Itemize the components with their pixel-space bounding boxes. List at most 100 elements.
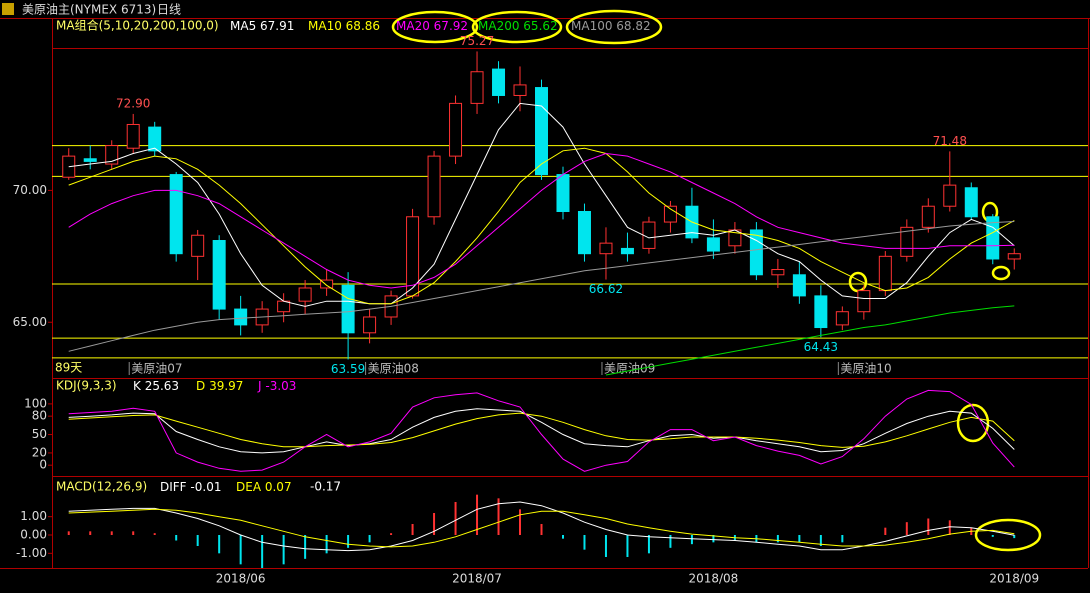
candle-body: [126, 123, 140, 149]
y-tick-label: 50: [32, 427, 47, 441]
x-tick-label: 2018/06: [216, 572, 266, 586]
legend-entry: K 25.63: [133, 379, 179, 393]
legend-name: D: [196, 379, 205, 393]
highlight-ring: [391, 10, 479, 44]
legend-entry: MA100 68.82: [571, 19, 651, 33]
y-tick-label: -1.00: [16, 546, 47, 560]
legend-value: 67.91: [260, 19, 294, 33]
candle-body: [986, 216, 1000, 260]
y-tick-label: 70.00: [13, 183, 47, 197]
ma-label: MA组合(5,10,20,200,100,0): [56, 18, 219, 33]
highlight-ring: [565, 9, 663, 45]
indicator-line: [68, 102, 1015, 307]
legend-name: K: [133, 379, 142, 393]
highlight-ring: [956, 403, 990, 443]
candle-body: [921, 205, 935, 228]
highlight-ring: [991, 265, 1011, 281]
y-tick-label: 0.00: [20, 528, 47, 542]
candle-body: [105, 145, 119, 165]
legend-name: MA200: [478, 19, 519, 33]
days-label: 89天: [55, 361, 82, 375]
contract-label: 美原油10: [840, 362, 891, 376]
candle-body: [857, 290, 871, 313]
legend-name: DIFF: [160, 480, 187, 494]
indicator-line: [68, 508, 1015, 548]
candle-body: [492, 68, 506, 96]
x-tick-label: 2018/07: [452, 572, 502, 586]
legend-entry: DEA 0.07: [236, 480, 292, 494]
legend-entry: MA20 67.92: [396, 19, 468, 33]
candle-body: [943, 184, 957, 207]
legend-entry: MA5 67.91: [230, 19, 294, 33]
candle-body: [878, 255, 892, 292]
price-annotation: 71.48: [933, 134, 967, 148]
indicator-line: [68, 501, 1015, 552]
candle-body: [363, 316, 377, 334]
y-tick-label: 65.00: [13, 315, 47, 329]
indicator-line: [68, 408, 1015, 454]
macd-title: MACD(12,26,9): [56, 480, 147, 494]
legend-entry: DIFF -0.01: [160, 480, 221, 494]
candle-body: [814, 295, 828, 329]
legend-name: DEA: [236, 480, 262, 494]
period[interactable]: 日线: [157, 3, 181, 17]
candle-body: [470, 71, 484, 104]
candle-body: [449, 102, 463, 157]
candle-body: [599, 242, 613, 255]
candle-body: [169, 174, 183, 255]
candle-body: [191, 234, 205, 257]
candle-body: [1007, 253, 1021, 260]
legend-name: MA20: [396, 19, 430, 33]
y-tick-label: 100: [24, 396, 47, 410]
candle-body: [427, 155, 441, 218]
candle-body: [341, 284, 355, 334]
legend-entry: J -3.03: [257, 379, 296, 393]
legend-value: 65.62: [523, 19, 557, 33]
price-annotation: 66.62: [589, 282, 623, 296]
highlight-ring: [974, 518, 1042, 552]
candle-body: [234, 308, 248, 326]
indicator-line: [68, 152, 1015, 289]
legend-entry: MA10 68.86: [308, 19, 380, 33]
legend-name: MA100: [571, 19, 612, 33]
y-tick-label: 80: [32, 409, 47, 423]
legend-value: -0.01: [190, 480, 221, 494]
legend-value: 0.07: [265, 480, 292, 494]
x-tick-label: 2018/09: [989, 572, 1039, 586]
candle-body: [83, 158, 97, 162]
legend-value: 68.86: [346, 19, 380, 33]
candle-body: [513, 84, 527, 96]
legend-value: 67.92: [434, 19, 468, 33]
highlight-ring: [471, 10, 563, 44]
legend-value: 39.97: [209, 379, 243, 393]
price-annotation: 63.59: [331, 362, 365, 376]
price-annotation: 75.27: [460, 34, 494, 48]
candle-body: [620, 247, 634, 255]
legend-entry: MA200 65.62: [478, 19, 558, 33]
candle-body: [964, 187, 978, 218]
candle-body: [212, 240, 226, 310]
candle-body: [298, 287, 312, 302]
kdj-title: KDJ(9,3,3): [56, 379, 117, 393]
candle-body: [556, 174, 570, 212]
candle-body: [642, 221, 656, 249]
icon: [2, 3, 14, 15]
price-annotation: 72.90: [116, 96, 150, 110]
indicator-line: [605, 305, 1015, 376]
candle-body: [277, 300, 291, 313]
legend-value: 25.63: [145, 379, 179, 393]
y-tick-label: 20: [32, 445, 47, 459]
y-tick-label: 1.00: [20, 509, 47, 523]
candle-body: [900, 226, 914, 257]
x-tick-label: 2018/08: [688, 572, 738, 586]
y-tick-label: 0: [39, 458, 47, 472]
price-annotation: 64.43: [804, 340, 838, 354]
candle-body: [577, 211, 591, 255]
indicator-line: [68, 412, 1015, 448]
indicator-line: [68, 221, 1015, 352]
legend-name: J: [257, 379, 262, 393]
legend-entry: D 39.97: [196, 379, 243, 393]
contract-label: 美原油09: [604, 362, 655, 376]
candle-body: [749, 229, 763, 276]
